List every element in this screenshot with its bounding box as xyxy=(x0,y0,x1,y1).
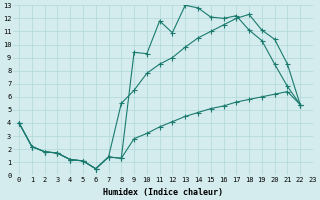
X-axis label: Humidex (Indice chaleur): Humidex (Indice chaleur) xyxy=(103,188,223,197)
